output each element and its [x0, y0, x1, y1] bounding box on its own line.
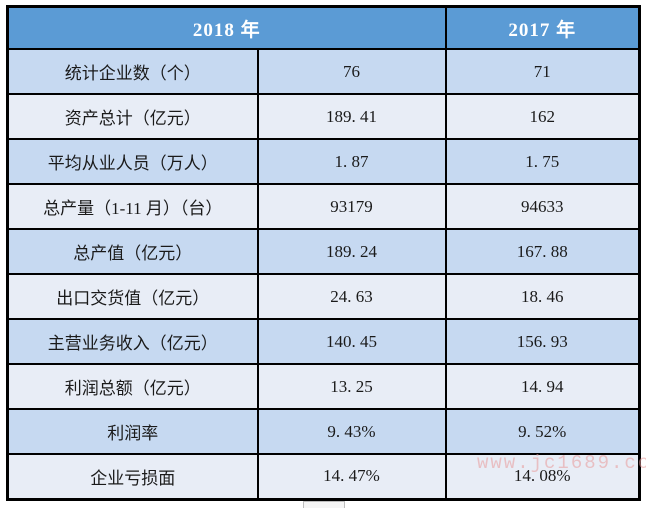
header-cell-2018: 2018 年: [6, 5, 447, 50]
statistics-table-container: 2018 年 2017 年 统计企业数（个） 76 71 资产总计（亿元） 18…: [6, 5, 642, 501]
statistics-table: 2018 年 2017 年 统计企业数（个） 76 71 资产总计（亿元） 18…: [6, 5, 642, 501]
table-resize-artifact: [303, 501, 345, 508]
header-cell-2017: 2017 年: [444, 5, 641, 50]
table-row: 出口交货值（亿元） 24. 63 18. 46: [6, 273, 641, 320]
table-header-row: 2018 年 2017 年: [6, 5, 641, 50]
value-2017-cell: 9. 52%: [444, 408, 641, 455]
row-label-cell: 统计企业数（个）: [6, 48, 259, 95]
value-2018-cell: 76: [256, 48, 447, 95]
value-2018-cell: 93179: [256, 183, 447, 230]
value-2018-cell: 189. 24: [256, 228, 447, 275]
table-row: 企业亏损面 14. 47% 14. 08%: [6, 453, 641, 500]
row-label-cell: 利润率: [6, 408, 259, 455]
value-2017-cell: 156. 93: [444, 318, 641, 365]
value-2018-cell: 13. 25: [256, 363, 447, 410]
table-row: 统计企业数（个） 76 71: [6, 48, 641, 95]
value-2017-cell: 14. 08%: [444, 453, 641, 500]
value-2017-cell: 162: [444, 93, 641, 140]
row-label-cell: 总产值（亿元）: [6, 228, 259, 275]
value-2017-cell: 167. 88: [444, 228, 641, 275]
table-row: 平均从业人员（万人） 1. 87 1. 75: [6, 138, 641, 185]
value-2018-cell: 1. 87: [256, 138, 447, 185]
value-2017-cell: 71: [444, 48, 641, 95]
row-label-cell: 企业亏损面: [6, 453, 259, 500]
value-2018-cell: 9. 43%: [256, 408, 447, 455]
table-row: 利润率 9. 43% 9. 52%: [6, 408, 641, 455]
value-2017-cell: 94633: [444, 183, 641, 230]
row-label-cell: 出口交货值（亿元）: [6, 273, 259, 320]
value-2018-cell: 14. 47%: [256, 453, 447, 500]
value-2017-cell: 14. 94: [444, 363, 641, 410]
row-label-cell: 资产总计（亿元）: [6, 93, 259, 140]
value-2018-cell: 140. 45: [256, 318, 447, 365]
value-2018-cell: 24. 63: [256, 273, 447, 320]
table-row: 资产总计（亿元） 189. 41 162: [6, 93, 641, 140]
value-2017-cell: 18. 46: [444, 273, 641, 320]
value-2017-cell: 1. 75: [444, 138, 641, 185]
table-row: 主营业务收入（亿元） 140. 45 156. 93: [6, 318, 641, 365]
table-row: 总产量（1-11 月）（台） 93179 94633: [6, 183, 641, 230]
table-row: 利润总额（亿元） 13. 25 14. 94: [6, 363, 641, 410]
value-2018-cell: 189. 41: [256, 93, 447, 140]
row-label-cell: 平均从业人员（万人）: [6, 138, 259, 185]
row-label-cell: 利润总额（亿元）: [6, 363, 259, 410]
table-row: 总产值（亿元） 189. 24 167. 88: [6, 228, 641, 275]
row-label-cell: 主营业务收入（亿元）: [6, 318, 259, 365]
row-label-cell: 总产量（1-11 月）（台）: [6, 183, 259, 230]
